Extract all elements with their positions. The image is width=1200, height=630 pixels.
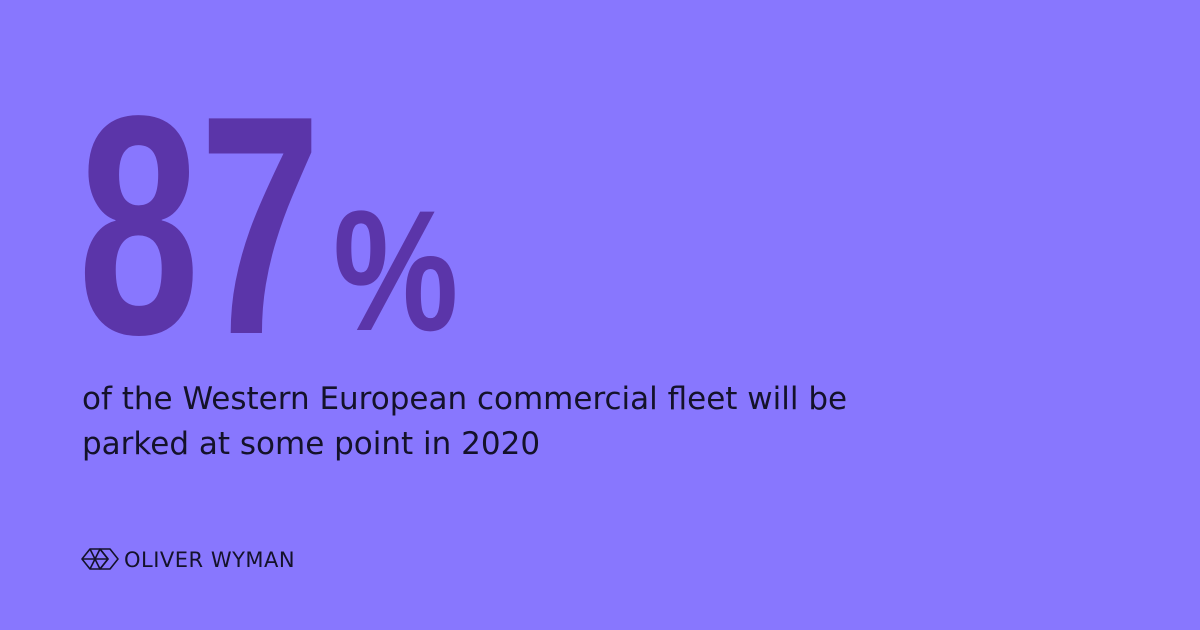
description-line: parked at some point in 2020 [82, 426, 540, 462]
stat-unit: % [333, 176, 458, 367]
description-line: of the Western European commercial fleet… [82, 381, 847, 417]
stat-unit-group: % [333, 176, 458, 367]
stat-number-group: 87 [78, 51, 321, 400]
brand-name: OLIVER WYMAN [124, 548, 295, 572]
stat-number: 87 [78, 51, 321, 400]
brand-logo [81, 548, 119, 570]
